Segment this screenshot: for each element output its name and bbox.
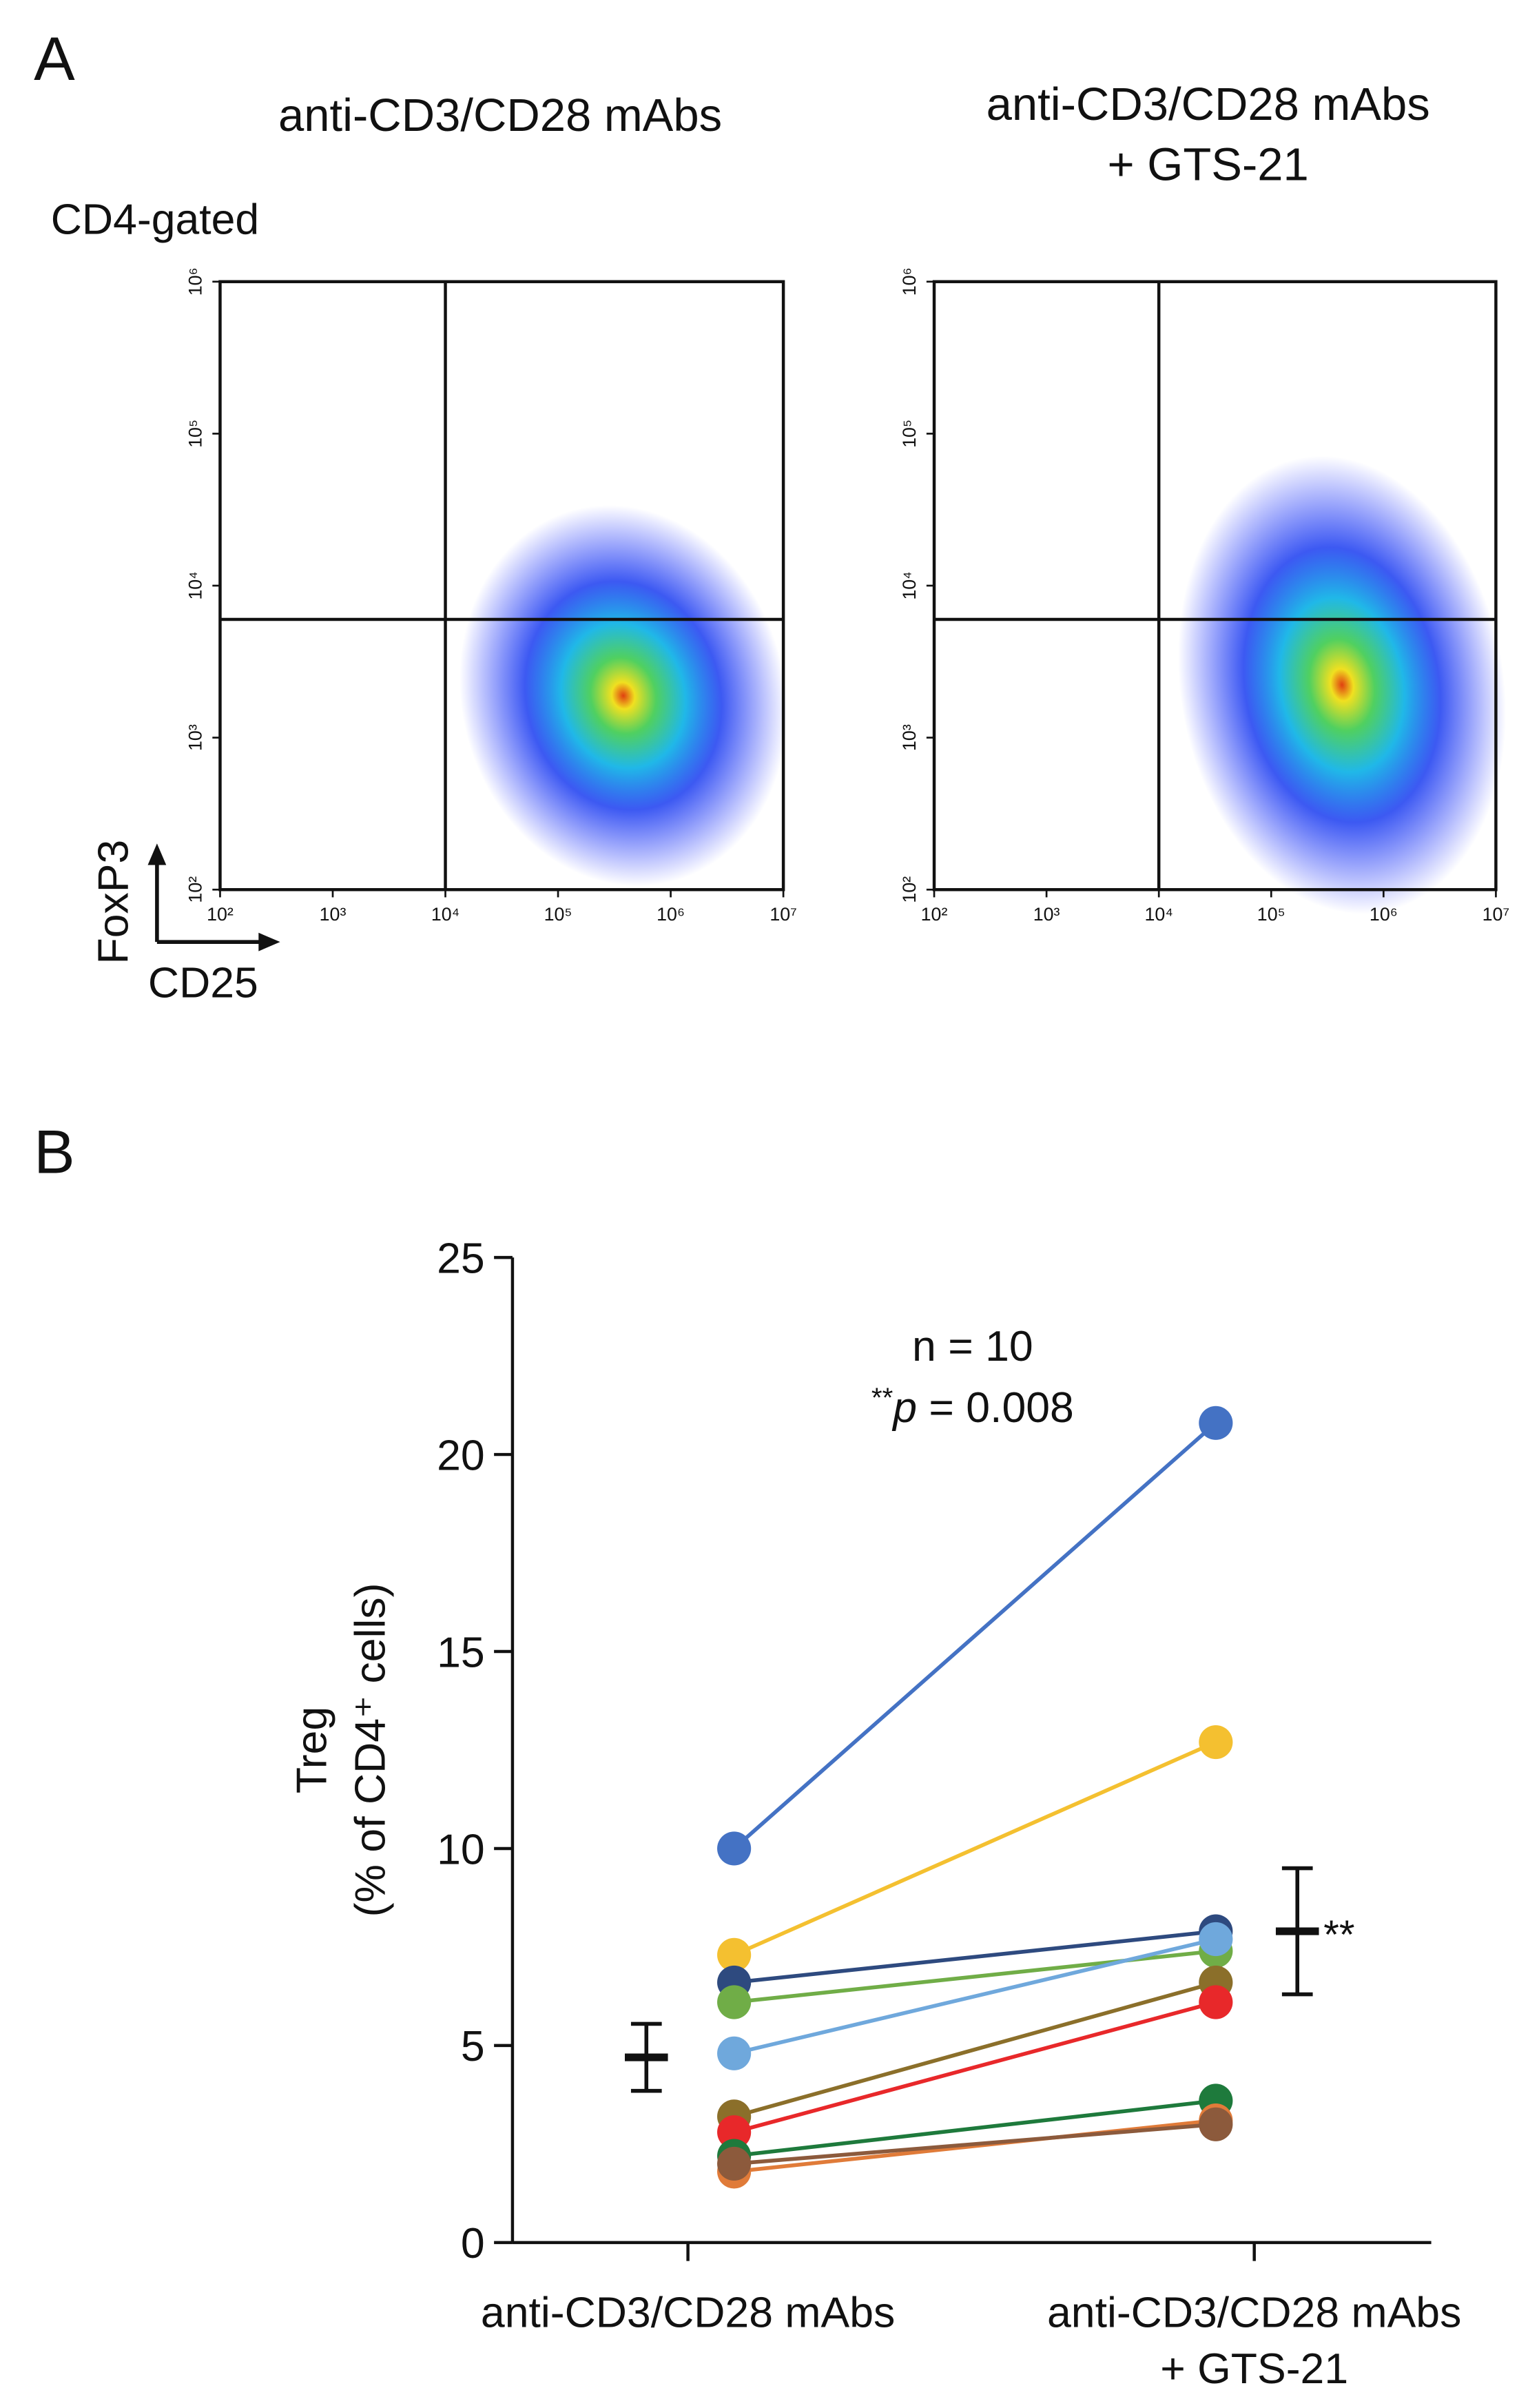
- data-point: [717, 2036, 752, 2070]
- data-point: [717, 1831, 752, 1866]
- pair-line: [734, 1929, 1217, 1985]
- y-tick-label: 10²: [185, 876, 206, 903]
- x-tick-label: 10²: [921, 904, 948, 925]
- data-point: [1199, 1985, 1233, 2019]
- y-tick-label: 25: [437, 1234, 485, 1282]
- data-point: [717, 2115, 752, 2150]
- x-tick-label: 10³: [320, 904, 347, 925]
- x-tick-label: 10⁵: [1257, 904, 1285, 925]
- pair-line: [732, 1421, 1217, 1851]
- y-tick-label: 10⁶: [899, 267, 920, 296]
- x-tick-label: 10⁵: [544, 904, 572, 925]
- y-axis-title: FoxP3: [89, 840, 137, 965]
- x-axis-title: CD25: [148, 959, 258, 1007]
- pair-line: [734, 2099, 1217, 2158]
- plot-title: anti-CD3/CD28 mAbs + GTS-21: [987, 79, 1430, 190]
- pair-line: [733, 1740, 1217, 1957]
- data-point: [1199, 1922, 1233, 1957]
- x-tick-label: 10⁴: [1145, 904, 1173, 925]
- data-point: [1199, 1406, 1233, 1440]
- pair-line: [733, 2000, 1217, 2134]
- x-tick-label: 10²: [207, 904, 234, 925]
- annotation-value: = 0.008: [917, 1383, 1074, 1432]
- x-tick-label: 10⁶: [657, 904, 685, 925]
- y-tick-label: 5: [461, 2022, 485, 2070]
- significance: **: [1323, 1913, 1354, 1957]
- y-tick-label: 10⁵: [185, 420, 206, 448]
- y-tick-label: 10³: [899, 724, 920, 751]
- density-cloud: [459, 455, 1507, 914]
- y-tick-label: 10²: [899, 876, 920, 903]
- y-axis-title: (% of CD4⁺ cells): [347, 1583, 395, 1917]
- pair-line: [733, 1937, 1217, 2056]
- y-tick-label: 15: [437, 1628, 485, 1676]
- annotation-stars: **: [871, 1382, 894, 1413]
- data-point: [717, 2146, 752, 2181]
- y-tick-label: 10⁵: [899, 420, 920, 448]
- pair-line: [733, 1980, 1217, 2119]
- gate-label: CD4-gated: [51, 196, 259, 244]
- data-point: [1199, 1725, 1233, 1760]
- data-point: [717, 1937, 752, 1972]
- panel-label: A: [34, 24, 75, 93]
- pair-line: [734, 2118, 1217, 2174]
- x-tick-label: anti-CD3/CD28 mAbs: [481, 2289, 895, 2337]
- axis-arrows: [147, 843, 280, 951]
- x-tick-label: anti-CD3/CD28 mAbs + GTS-21: [1047, 2289, 1461, 2393]
- y-axis-title: Treg: [288, 1707, 336, 1793]
- y-tick-label: 0: [461, 2219, 485, 2267]
- y-tick-label: 10⁴: [185, 571, 206, 599]
- y-tick-label: 10⁶: [185, 267, 206, 296]
- x-tick-label: 10³: [1033, 904, 1060, 925]
- x-tick-label: 10⁷: [1483, 904, 1510, 925]
- y-tick-label: 10: [437, 1825, 485, 1873]
- pair-line: [734, 2122, 1217, 2166]
- data-point: [717, 1985, 752, 2019]
- data-point: [1199, 2107, 1233, 2141]
- y-tick-label: 10⁴: [899, 571, 920, 599]
- y-tick-label: 10³: [185, 724, 206, 751]
- annotation-symbol: p: [891, 1383, 917, 1432]
- x-tick-label: 10⁷: [770, 904, 797, 925]
- plot-title: anti-CD3/CD28 mAbs: [278, 90, 722, 141]
- x-tick-label: 10⁶: [1370, 904, 1398, 925]
- panel-label: B: [34, 1117, 75, 1186]
- annotation: **p = 0.008: [871, 1382, 1074, 1432]
- annotation: n = 10: [912, 1322, 1033, 1370]
- y-tick-label: 20: [437, 1431, 485, 1479]
- x-tick-label: 10⁴: [431, 904, 459, 925]
